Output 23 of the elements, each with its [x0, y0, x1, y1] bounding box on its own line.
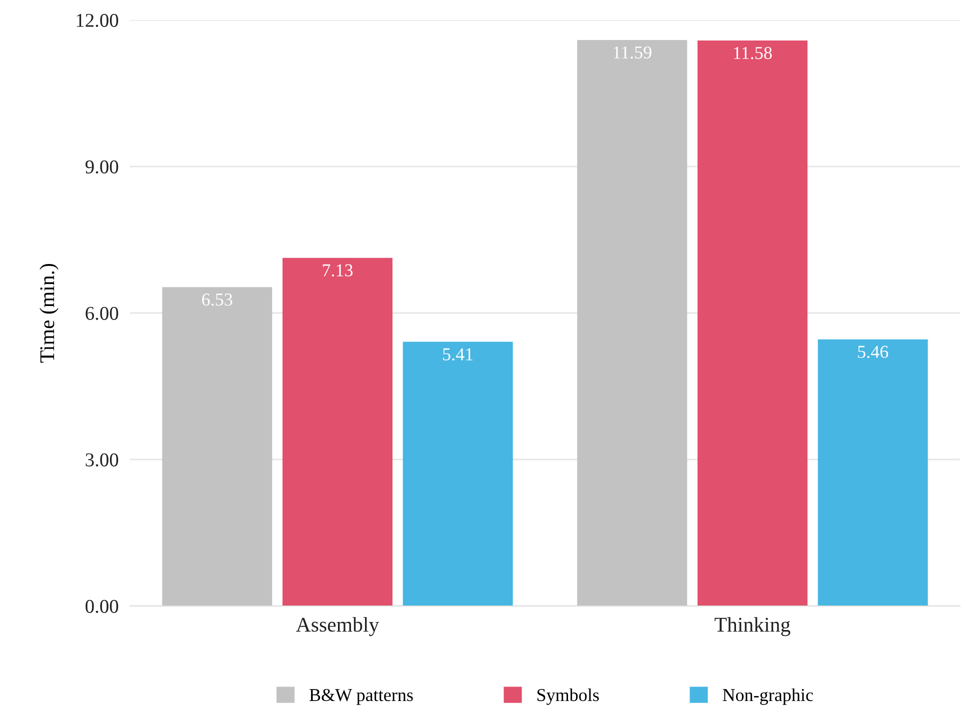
- legend-label: Non-graphic: [722, 688, 813, 705]
- bar: [282, 258, 392, 606]
- y-tick-label: 0.00: [86, 600, 118, 614]
- y-tick-label: 12.00: [76, 14, 118, 28]
- bar: [577, 40, 688, 606]
- bar: [402, 342, 513, 606]
- data-label: 5.46: [858, 346, 888, 358]
- y-axis-title: Time (min.): [40, 264, 58, 363]
- legend-label: Symbols: [537, 688, 599, 705]
- bar: [698, 40, 808, 606]
- bar: [162, 287, 272, 606]
- data-label: 11.58: [734, 46, 772, 60]
- bar: [818, 339, 928, 606]
- data-label: 7.13: [322, 264, 353, 276]
- y-tick-label: 6.00: [86, 306, 118, 320]
- data-label: 6.53: [202, 294, 232, 306]
- y-tick-label: 3.00: [86, 453, 118, 467]
- data-label: 11.59: [614, 46, 652, 59]
- x-tick-label: Thinking: [714, 617, 790, 636]
- data-label: 5.41: [443, 348, 473, 360]
- y-tick-label: 9.00: [85, 160, 118, 174]
- x-tick-label: Assembly: [296, 617, 380, 636]
- legend-label: B&W patterns: [310, 688, 413, 705]
